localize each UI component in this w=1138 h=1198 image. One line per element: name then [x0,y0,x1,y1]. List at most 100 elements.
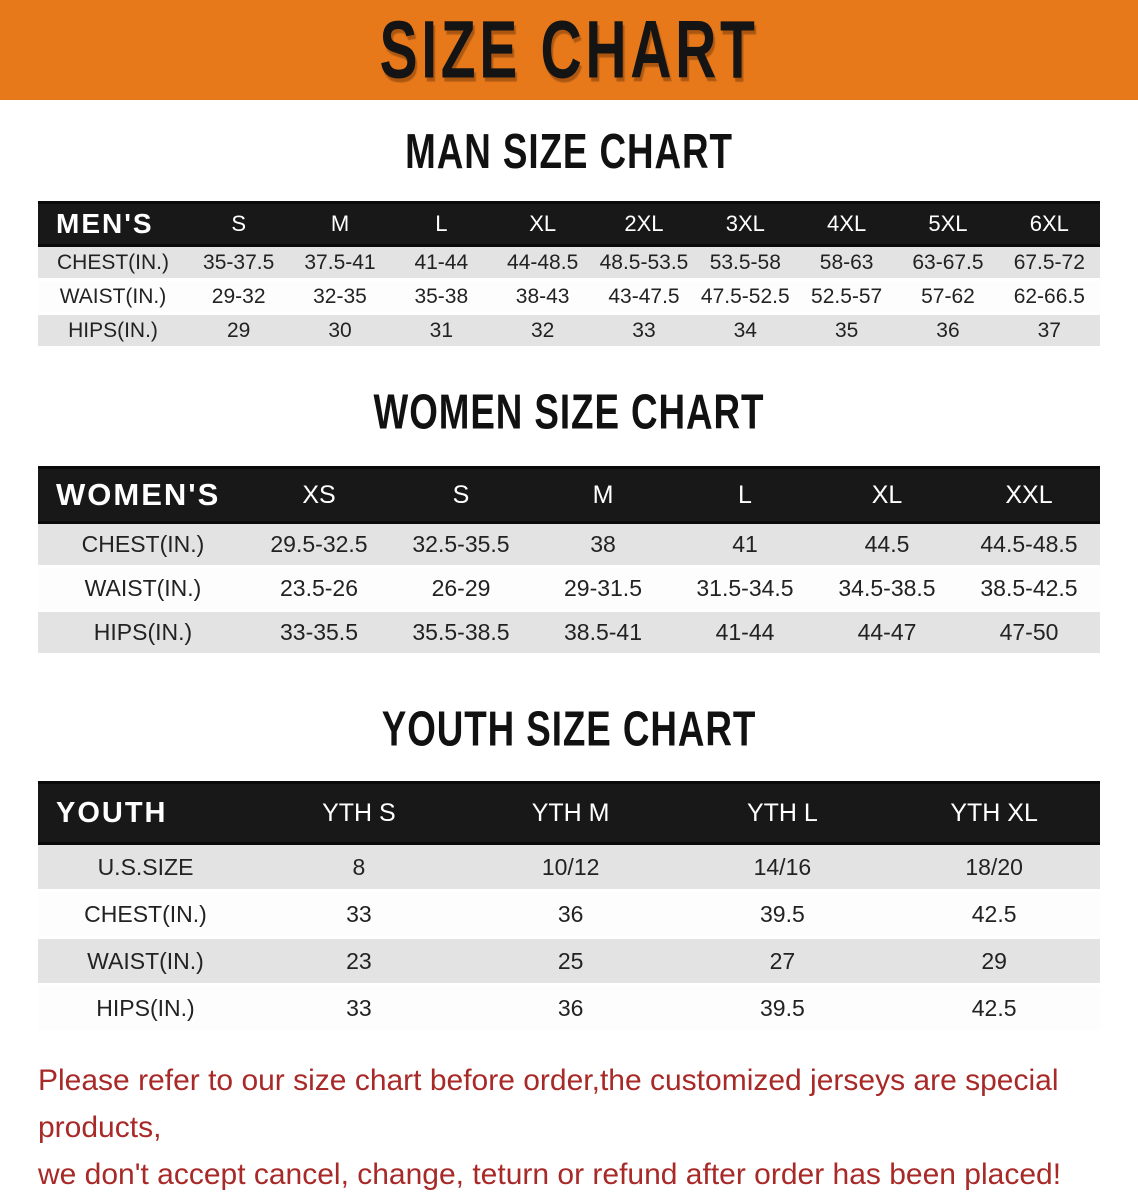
men-chest-row: CHEST(IN.) 35-37.5 37.5-41 41-44 44-48.5… [38,247,1100,281]
women-column-header-xl: XL [816,466,958,524]
women-column-header-xxl: XXL [958,466,1100,524]
size-cell: 18/20 [888,845,1100,892]
size-cell: 44.5 [816,524,958,568]
size-cell: 23 [253,939,465,986]
size-cell: 38-43 [491,281,594,315]
youth-header-row: YOUTH YTH S YTH M YTH L YTH XL [38,781,1100,845]
size-cell: 14/16 [676,845,889,892]
women-hips-row: HIPS(IN.) 33-35.5 35.5-38.5 38.5-41 41-4… [38,612,1100,656]
men-column-header-5xl: 5XL [897,201,999,247]
size-cell: 33 [253,892,465,939]
size-cell: 38.5-41 [532,612,674,656]
size-cell: 29 [888,939,1100,986]
youth-section-heading: YOUTH SIZE CHART [381,703,757,757]
women-chest-row: CHEST(IN.) 29.5-32.5 32.5-35.5 38 41 44.… [38,524,1100,568]
size-cell: 26-29 [390,568,532,612]
size-cell: 41 [674,524,816,568]
size-cell: 39.5 [676,986,889,1033]
size-cell: 37 [998,315,1100,349]
men-waist-row: WAIST(IN.) 29-32 32-35 35-38 38-43 43-47… [38,281,1100,315]
measure-label: CHEST(IN.) [38,892,253,939]
youth-column-header-xl: YTH XL [888,781,1100,845]
women-size-table: WOMEN'S XS S M L XL XXL CHEST(IN.) 29.5-… [38,466,1100,656]
women-column-header-s: S [390,466,532,524]
youth-column-header-l: YTH L [676,781,889,845]
size-cell: 42.5 [888,892,1100,939]
size-cell: 63-67.5 [897,247,999,281]
measure-label: HIPS(IN.) [38,315,188,349]
size-cell: 33-35.5 [248,612,390,656]
men-column-header-3xl: 3XL [694,201,796,247]
measure-label: WAIST(IN.) [38,281,188,315]
size-cell: 29-32 [188,281,290,315]
size-cell: 39.5 [676,892,889,939]
size-cell: 36 [897,315,999,349]
men-column-header-4xl: 4XL [795,201,898,247]
size-cell: 35.5-38.5 [390,612,532,656]
size-cell: 47.5-52.5 [694,281,796,315]
size-cell: 35-38 [390,281,492,315]
size-cell: 29-31.5 [532,568,674,612]
youth-waist-row: WAIST(IN.) 23 25 27 29 [38,939,1100,986]
size-cell: 42.5 [888,986,1100,1033]
size-cell: 29.5-32.5 [248,524,390,568]
men-column-header-l: L [390,201,492,247]
measure-label: WAIST(IN.) [38,568,248,612]
men-table-title: MEN'S [38,201,188,247]
size-cell: 34 [694,315,796,349]
youth-column-header-s: YTH S [253,781,465,845]
men-section: MAN SIZE CHART MEN'S S M L XL 2XL 3XL 4X… [0,125,1138,349]
women-column-header-m: M [532,466,674,524]
disclaimer-line-2: we don't accept cancel, change, teturn o… [38,1158,1062,1191]
banner-title: SIZE CHART [379,4,759,96]
size-cell: 38 [532,524,674,568]
order-disclaimer: Please refer to our size chart before or… [0,1057,1138,1198]
disclaimer-line-1: Please refer to our size chart before or… [38,1064,1059,1144]
measure-label: CHEST(IN.) [38,247,188,281]
size-cell: 8 [253,845,465,892]
men-size-table: MEN'S S M L XL 2XL 3XL 4XL 5XL 6XL CHEST… [38,201,1100,349]
size-cell: 36 [464,986,677,1033]
size-cell: 23.5-26 [248,568,390,612]
size-cell: 33 [593,315,695,349]
youth-column-header-m: YTH M [464,781,677,845]
measure-label: HIPS(IN.) [38,612,248,656]
measure-label: HIPS(IN.) [38,986,253,1033]
size-cell: 35-37.5 [188,247,290,281]
size-cell: 38.5-42.5 [958,568,1100,612]
size-cell: 62-66.5 [998,281,1100,315]
size-cell: 32.5-35.5 [390,524,532,568]
size-cell: 41-44 [390,247,492,281]
size-cell: 57-62 [897,281,999,315]
measure-label: CHEST(IN.) [38,524,248,568]
size-cell: 32 [491,315,594,349]
size-cell: 36 [464,892,677,939]
size-cell: 30 [289,315,391,349]
youth-table-title: YOUTH [38,781,253,845]
size-cell: 31 [390,315,492,349]
measure-label: WAIST(IN.) [38,939,253,986]
size-cell: 52.5-57 [795,281,898,315]
men-section-heading: MAN SIZE CHART [405,125,733,179]
men-column-header-xl: XL [491,201,594,247]
measure-label: U.S.SIZE [38,845,253,892]
women-column-header-xs: XS [248,466,390,524]
youth-hips-row: HIPS(IN.) 33 36 39.5 42.5 [38,986,1100,1033]
size-cell: 44-48.5 [491,247,594,281]
size-cell: 67.5-72 [998,247,1100,281]
size-cell: 44-47 [816,612,958,656]
men-column-header-2xl: 2XL [593,201,695,247]
men-column-header-s: S [188,201,290,247]
men-column-header-m: M [289,201,391,247]
women-column-header-l: L [674,466,816,524]
size-cell: 37.5-41 [289,247,391,281]
size-cell: 10/12 [464,845,677,892]
women-table-title: WOMEN'S [38,466,248,524]
size-cell: 48.5-53.5 [593,247,695,281]
size-cell: 43-47.5 [593,281,695,315]
youth-chest-row: CHEST(IN.) 33 36 39.5 42.5 [38,892,1100,939]
size-cell: 32-35 [289,281,391,315]
size-cell: 33 [253,986,465,1033]
women-section-heading: WOMEN SIZE CHART [373,386,765,440]
women-header-row: WOMEN'S XS S M L XL XXL [38,466,1100,524]
